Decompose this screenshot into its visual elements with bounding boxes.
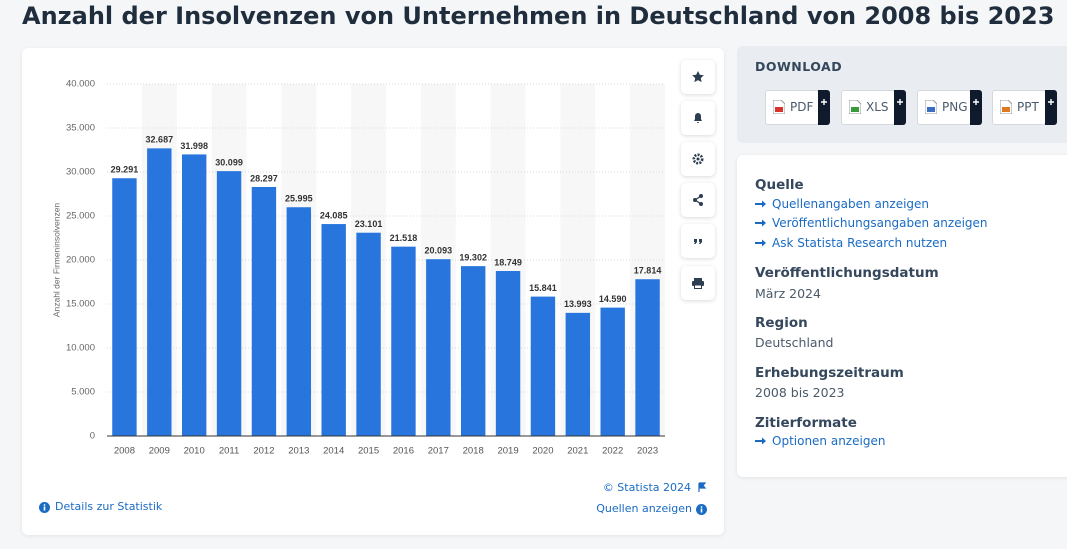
bar — [356, 232, 381, 436]
source-link[interactable]: Ask Statista Research nutzen — [772, 236, 948, 250]
bar — [147, 148, 172, 436]
download-button[interactable]: PPT — [992, 90, 1057, 125]
value-label: 23.101 — [355, 219, 383, 229]
y-tick-label: 30.000 — [66, 167, 95, 178]
section-heading: Region — [755, 315, 808, 331]
x-tick-label: 2012 — [253, 446, 274, 457]
details-link[interactable]: Details zur Statistik — [55, 500, 163, 513]
value-label: 28.297 — [250, 173, 278, 183]
page-title: Anzahl der Insolvenzen von Unternehmen i… — [22, 2, 1055, 30]
info-icon[interactable] — [696, 504, 707, 515]
flag-icon[interactable] — [697, 482, 707, 492]
citation-link[interactable]: Optionen anzeigen — [772, 434, 886, 448]
chart: 0 5.000 10.000 15.000 20.000 25.000 30.000 35.0… — [51, 79, 665, 457]
x-tick-label: 2015 — [358, 446, 379, 457]
value-label: 21.518 — [390, 233, 418, 243]
y-tick-label: 0 — [90, 431, 95, 442]
value-label: 14.590 — [599, 294, 627, 304]
print-button[interactable] — [681, 266, 715, 300]
value-label: 25.995 — [285, 194, 313, 204]
section-text: März 2024 — [755, 286, 821, 301]
bar — [321, 224, 346, 436]
bar — [600, 307, 625, 436]
value-label: 18.749 — [494, 257, 522, 267]
copyright[interactable]: © Statista 2024 — [602, 481, 691, 494]
section-heading: Zitierformate — [755, 415, 857, 431]
y-tick-label: 15.000 — [66, 299, 95, 310]
section-heading: Erhebungszeitraum — [755, 365, 904, 381]
bar — [530, 296, 556, 436]
bar — [460, 266, 486, 436]
info-icon[interactable] — [39, 502, 50, 513]
info-card — [737, 155, 1067, 477]
cite-button[interactable] — [681, 224, 715, 258]
value-label: 20.093 — [425, 246, 453, 256]
section-heading: Quelle — [755, 177, 804, 193]
x-tick-label: 2013 — [288, 446, 309, 457]
settings-button[interactable] — [681, 142, 715, 176]
bar — [565, 312, 591, 436]
value-label: 19.302 — [459, 253, 487, 263]
value-label: 17.814 — [634, 266, 662, 276]
x-tick-label: 2020 — [532, 446, 553, 457]
x-tick-label: 2009 — [149, 446, 170, 457]
download-button[interactable]: PDF — [765, 90, 830, 125]
download-title: DOWNLOAD — [755, 59, 843, 74]
x-tick-label: 2016 — [393, 446, 414, 457]
y-tick-label: 5.000 — [71, 387, 95, 398]
chart-card: 0 5.000 10.000 15.000 20.000 25.000 30.000 35.0… — [22, 48, 724, 535]
download-button[interactable]: PNG — [917, 90, 982, 125]
download-label[interactable]: PDF — [790, 100, 814, 114]
x-tick-label: 2008 — [114, 446, 135, 457]
x-tick-label: 2021 — [567, 446, 588, 457]
bar — [495, 271, 521, 436]
x-tick-label: 2011 — [219, 446, 239, 457]
bar — [635, 279, 660, 436]
download-label[interactable]: PNG — [942, 100, 968, 114]
x-tick-label: 2014 — [323, 446, 344, 457]
y-tick-label: 35.000 — [66, 123, 95, 134]
sources-link[interactable]: Quellen anzeigen — [596, 502, 692, 515]
y-tick-label: 20.000 — [66, 255, 95, 266]
share-button[interactable] — [681, 183, 715, 217]
y-tick-label: 10.000 — [66, 343, 95, 354]
value-label: 24.085 — [320, 210, 348, 220]
source-link[interactable]: Veröffentlichungsangaben anzeigen — [772, 216, 988, 230]
value-label: 31.998 — [180, 141, 208, 151]
bar — [391, 246, 416, 436]
favorite-button[interactable] — [681, 60, 715, 94]
x-tick-label: 2018 — [463, 446, 484, 457]
y-axis-label: Anzahl der Firmeninsolvenzen — [51, 203, 61, 318]
x-tick-label: 2022 — [602, 446, 623, 457]
section-text: 2008 bis 2023 — [755, 385, 845, 400]
x-tick-label: 2017 — [428, 446, 449, 457]
notify-button[interactable] — [681, 101, 715, 135]
value-label: 32.687 — [146, 135, 174, 145]
y-tick-label: 40.000 — [66, 79, 95, 90]
link-arrows — [755, 200, 766, 445]
x-tick-label: 2023 — [637, 446, 658, 457]
section-heading: Veröffentlichungsdatum — [755, 265, 939, 281]
value-label: 13.993 — [564, 299, 592, 309]
bar — [251, 186, 277, 436]
section-text: Deutschland — [755, 335, 834, 350]
download-button[interactable]: XLS — [841, 90, 906, 125]
x-tick-label: 2010 — [184, 446, 205, 457]
source-link[interactable]: Quellenangaben anzeigen — [772, 197, 930, 211]
bar — [112, 178, 137, 436]
bar — [181, 154, 207, 436]
x-tick-label: 2019 — [497, 446, 518, 457]
value-label: 30.099 — [215, 158, 243, 168]
bar — [426, 259, 451, 436]
bar — [216, 171, 242, 437]
bar — [286, 207, 312, 436]
download-label[interactable]: XLS — [866, 100, 889, 114]
y-tick-label: 25.000 — [66, 211, 95, 222]
download-label[interactable]: PPT — [1017, 100, 1039, 114]
value-label: 29.291 — [111, 165, 139, 175]
value-label: 15.841 — [529, 283, 557, 293]
